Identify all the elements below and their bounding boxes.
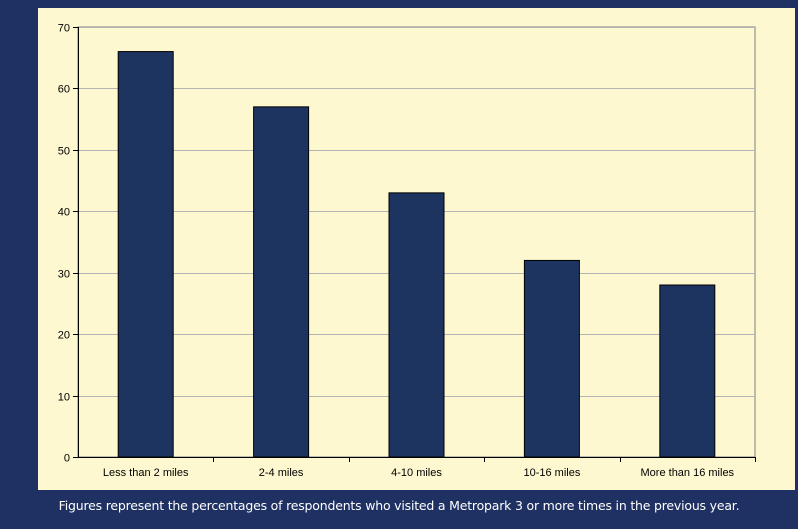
chart-panel: 0 10 20 30 40 50 60 70 Less than 2 miles 2-4 mile… [38, 8, 795, 490]
y-tick-label: 10 [58, 392, 70, 404]
x-tick-label: 4-10 miles [391, 467, 442, 479]
y-tick-label: 0 [64, 453, 70, 465]
y-tick-label: 30 [58, 269, 70, 281]
bar-chart: 0 10 20 30 40 50 60 70 Less than 2 miles 2-4 mile… [58, 23, 756, 479]
y-tick-label: 70 [58, 23, 70, 35]
bar [253, 106, 310, 458]
x-tick-label: 2-4 miles [259, 467, 304, 479]
chart-caption: Figures represent the percentages of res… [58, 498, 740, 513]
bar [523, 259, 580, 458]
bar [388, 192, 445, 458]
x-tick-label: Less than 2 miles [103, 467, 189, 479]
y-tick-label: 60 [58, 84, 70, 96]
bar [659, 284, 716, 458]
x-tick-label: More than 16 miles [641, 467, 735, 479]
bar [117, 51, 174, 458]
y-tick-label: 50 [58, 146, 70, 158]
y-tick-label: 40 [58, 207, 70, 219]
x-tick-label: 10-16 miles [523, 467, 580, 479]
y-tick-label: 20 [58, 330, 70, 342]
